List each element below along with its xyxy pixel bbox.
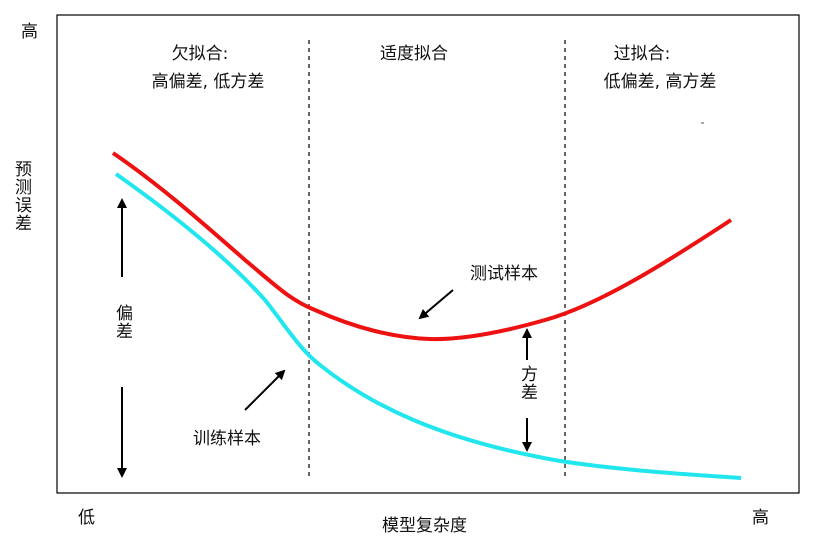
x-axis-title: 模型复杂度 (382, 516, 467, 536)
region-overfit-title: 过拟合: (613, 44, 671, 64)
train-sample-pointer-arrow (244, 369, 286, 411)
x-axis-low-label: 低 (78, 508, 95, 528)
test-sample-pointer-arrow (418, 289, 454, 320)
x-axis-high-label: 高 (752, 508, 769, 528)
train-error-curve (114, 172, 742, 480)
plot-frame (56, 14, 800, 494)
region-underfit-title: 欠拟合: (171, 44, 229, 64)
region-goodfit-title: 适度拟合 (380, 44, 448, 64)
y-axis-high-label: 高 (21, 22, 38, 42)
region-overfit-subtitle: 低偏差, 高方差 (603, 72, 717, 92)
variance-label: 方差 (517, 365, 537, 401)
bias-label: 偏差 (112, 304, 132, 340)
y-axis-title: 预测误差 (11, 160, 31, 232)
test-sample-label: 测试样本 (470, 264, 538, 284)
train-sample-label: 训练样本 (193, 429, 261, 449)
region-underfit-subtitle: 高偏差, 低方差 (151, 72, 265, 92)
test-error-curve (111, 151, 733, 342)
